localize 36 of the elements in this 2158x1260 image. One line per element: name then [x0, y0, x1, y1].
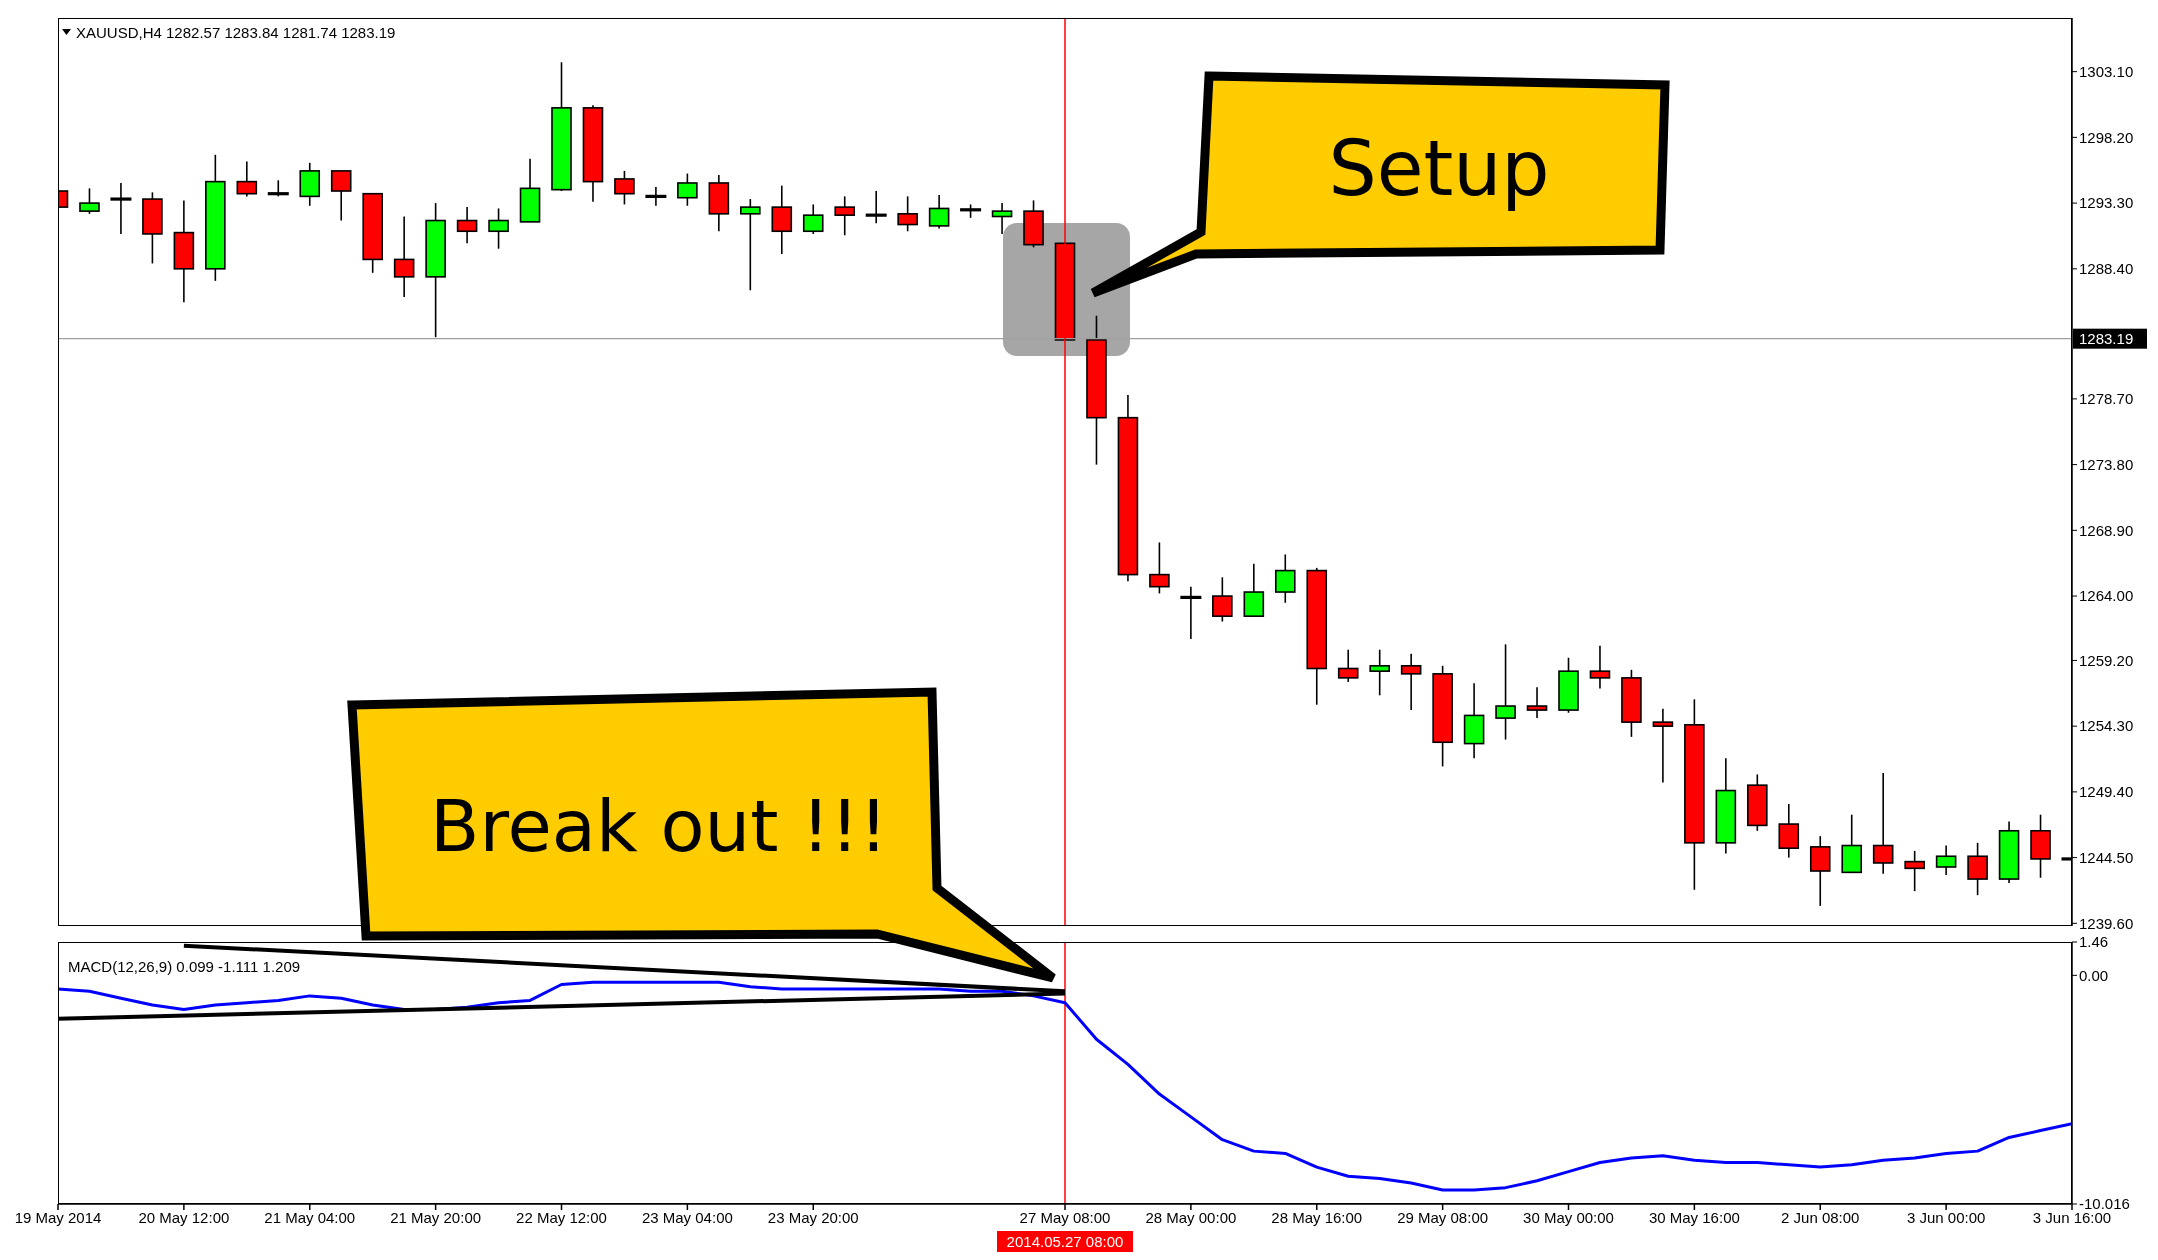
y-tick-label: 1244.50 [2079, 848, 2134, 866]
y-tick-label: 1249.40 [2079, 783, 2134, 801]
x-tick-label: 30 May 16:00 [1648, 1208, 1740, 1226]
y-tick-label: 1303.10 [2079, 62, 2134, 80]
x-tick-label: 2 Jun 08:00 [1781, 1208, 1860, 1226]
y-tick-label: 1293.30 [2079, 194, 2134, 212]
x-tick-label: 19 May 2014 [14, 1208, 102, 1226]
text: MACD(12,26,9) 0.099 -1.111 1.209 [68, 958, 301, 976]
x-tick-label: 23 May 20:00 [767, 1208, 859, 1226]
x-tick-label: 28 May 00:00 [1145, 1208, 1237, 1226]
annotation: Break out !!! [430, 784, 888, 868]
y-tick-label: 1278.70 [2079, 390, 2134, 408]
ref-line-label: 2014.05.27 08:00 [1006, 1232, 1124, 1250]
y-tick-label: 1254.30 [2079, 717, 2134, 735]
x-tick-label: 30 May 00:00 [1523, 1208, 1614, 1226]
y-tick-label: 0.00 [2079, 966, 2109, 984]
x-tick-label: 21 May 04:00 [264, 1208, 356, 1226]
x-tick-label: 20 May 12:00 [138, 1208, 230, 1226]
y-tick-label: 1273.80 [2079, 455, 2134, 473]
ref-line-label: 1283.19 [2079, 330, 2134, 348]
annotation: Setup [1328, 123, 1550, 213]
x-tick-label: 23 May 04:00 [641, 1208, 733, 1226]
y-tick-label: 1.46 [2079, 933, 2109, 951]
x-tick-label: 22 May 12:00 [516, 1208, 607, 1226]
chart-title: XAUUSD,H4 1282.57 1283.84 1281.74 1283.19 [76, 24, 396, 42]
y-tick-label: 1259.20 [2079, 651, 2134, 669]
x-tick-label: 28 May 16:00 [1271, 1208, 1363, 1226]
x-tick-label: 27 May 08:00 [1019, 1208, 1111, 1226]
x-tick-label: 21 May 20:00 [390, 1208, 482, 1226]
y-tick-label: 1264.00 [2079, 587, 2134, 605]
y-tick-label: 1239.60 [2079, 914, 2134, 932]
x-tick-label: 29 May 08:00 [1397, 1208, 1489, 1226]
y-tick-label: 1268.90 [2079, 521, 2134, 539]
x-tick-label: 3 Jun 00:00 [1906, 1208, 1986, 1226]
y-tick-label: 1298.20 [2079, 128, 2134, 146]
y-tick-label: 1288.40 [2079, 260, 2134, 278]
